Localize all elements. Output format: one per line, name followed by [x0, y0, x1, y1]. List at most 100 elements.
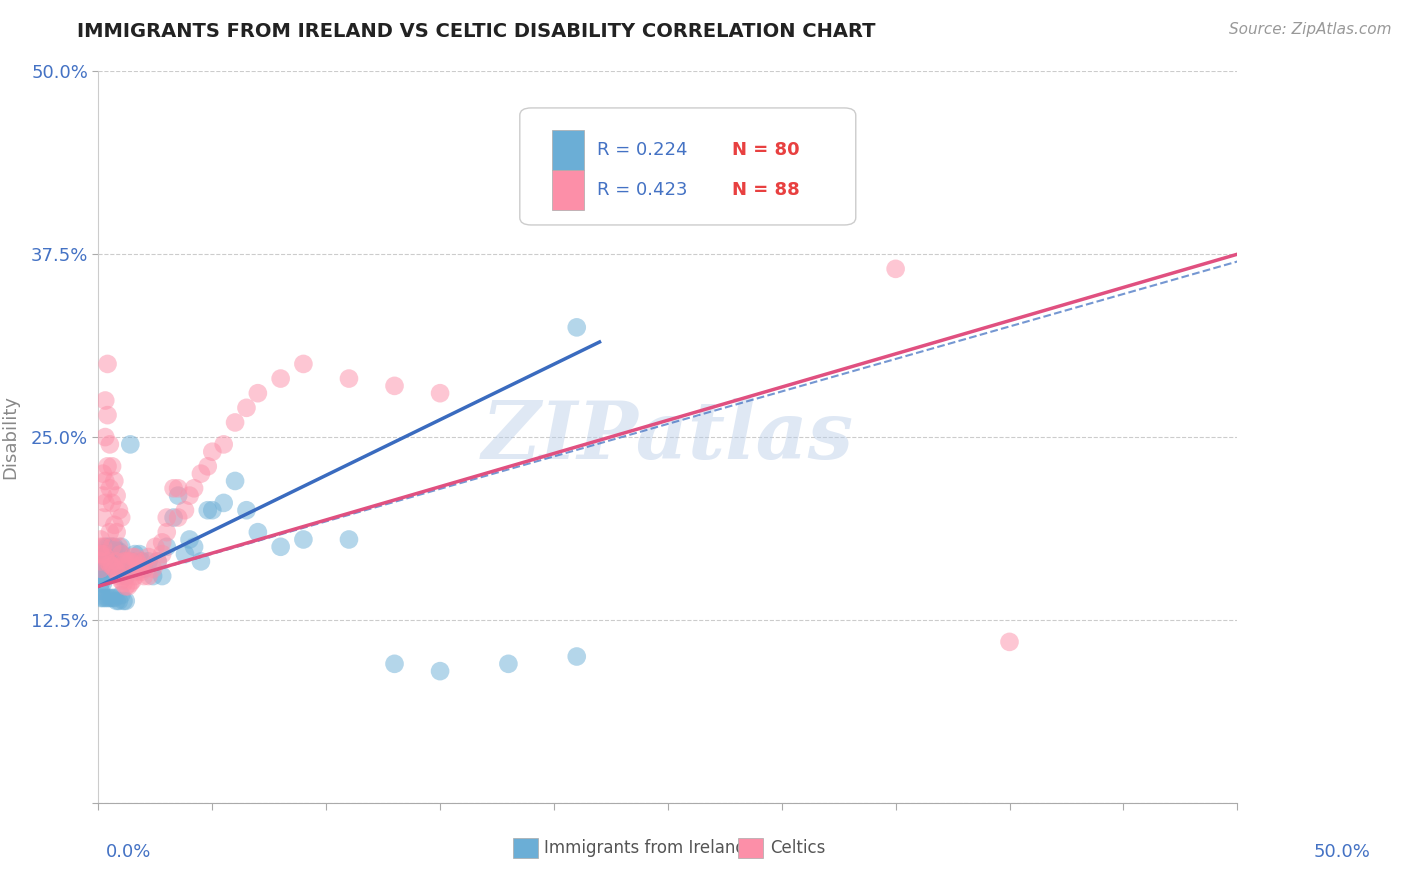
Point: [98, 525, 121, 540]
Point: [91, 569, 114, 583]
Point: [98, 437, 121, 451]
Point: [103, 540, 125, 554]
Point: [108, 569, 131, 583]
Point: [124, 549, 146, 564]
Point: [124, 569, 146, 583]
Point: [94, 554, 117, 568]
Point: [101, 554, 124, 568]
Point: [91, 540, 114, 554]
Point: [91, 547, 114, 561]
Point: [197, 503, 219, 517]
Point: [384, 379, 406, 393]
Point: [96, 357, 118, 371]
Point: [132, 554, 155, 568]
Point: [167, 489, 190, 503]
Point: [114, 579, 136, 593]
Point: [127, 554, 149, 568]
Point: [128, 562, 150, 576]
Point: [94, 562, 117, 576]
Point: [131, 565, 153, 579]
Point: [120, 576, 142, 591]
Point: [96, 554, 118, 568]
Point: [103, 562, 125, 576]
Point: [124, 547, 146, 561]
Point: [112, 594, 135, 608]
Point: [91, 576, 114, 591]
Point: [127, 562, 149, 576]
Point: [179, 533, 201, 547]
Point: [384, 657, 406, 671]
Point: [120, 554, 142, 568]
Point: [91, 489, 114, 503]
FancyBboxPatch shape: [551, 130, 583, 170]
Point: [156, 540, 179, 554]
Point: [110, 540, 132, 554]
Point: [183, 481, 205, 495]
Point: [132, 562, 155, 576]
Point: [127, 565, 149, 579]
Point: [108, 503, 131, 517]
Point: [270, 371, 292, 385]
Point: [98, 554, 121, 568]
Point: [105, 525, 128, 540]
Point: [292, 533, 315, 547]
Point: [94, 591, 117, 605]
Point: [90, 562, 112, 576]
Point: [565, 320, 588, 334]
Point: [112, 562, 135, 576]
Point: [90, 554, 112, 568]
Point: [91, 591, 114, 605]
Point: [96, 459, 118, 474]
Point: [101, 540, 124, 554]
Point: [121, 549, 143, 564]
Point: [91, 467, 114, 481]
Point: [90, 562, 112, 576]
Point: [96, 591, 118, 605]
Point: [498, 657, 520, 671]
Point: [337, 533, 360, 547]
Point: [190, 467, 212, 481]
Point: [179, 489, 201, 503]
Point: [429, 386, 451, 401]
Text: N = 80: N = 80: [731, 141, 799, 160]
Point: [212, 437, 235, 451]
Point: [167, 481, 190, 495]
Point: [96, 554, 118, 568]
Point: [565, 649, 588, 664]
Point: [121, 574, 143, 588]
Point: [138, 554, 160, 568]
Point: [94, 474, 117, 488]
Point: [91, 554, 114, 568]
Point: [162, 510, 184, 524]
Point: [110, 574, 132, 588]
Point: [117, 554, 139, 568]
Point: [142, 569, 165, 583]
FancyBboxPatch shape: [520, 108, 856, 225]
Text: IMMIGRANTS FROM IRELAND VS CELTIC DISABILITY CORRELATION CHART: IMMIGRANTS FROM IRELAND VS CELTIC DISABI…: [77, 22, 876, 41]
Point: [128, 547, 150, 561]
Point: [162, 481, 184, 495]
Text: Immigrants from Ireland: Immigrants from Ireland: [544, 839, 747, 857]
Point: [94, 540, 117, 554]
Point: [138, 549, 160, 564]
Point: [998, 635, 1021, 649]
Point: [94, 549, 117, 564]
Point: [90, 540, 112, 554]
Point: [114, 554, 136, 568]
Point: [101, 547, 124, 561]
Point: [224, 416, 246, 430]
FancyBboxPatch shape: [551, 170, 583, 211]
Point: [246, 386, 269, 401]
Text: R = 0.224: R = 0.224: [598, 141, 688, 160]
Text: N = 88: N = 88: [731, 181, 800, 199]
Point: [235, 401, 257, 415]
Point: [101, 591, 124, 605]
Point: [117, 562, 139, 576]
Point: [117, 579, 139, 593]
Point: [101, 558, 124, 573]
Point: [90, 533, 112, 547]
Text: ZIPatlas: ZIPatlas: [482, 399, 853, 475]
Point: [108, 540, 131, 554]
Point: [337, 371, 360, 385]
Point: [145, 540, 167, 554]
